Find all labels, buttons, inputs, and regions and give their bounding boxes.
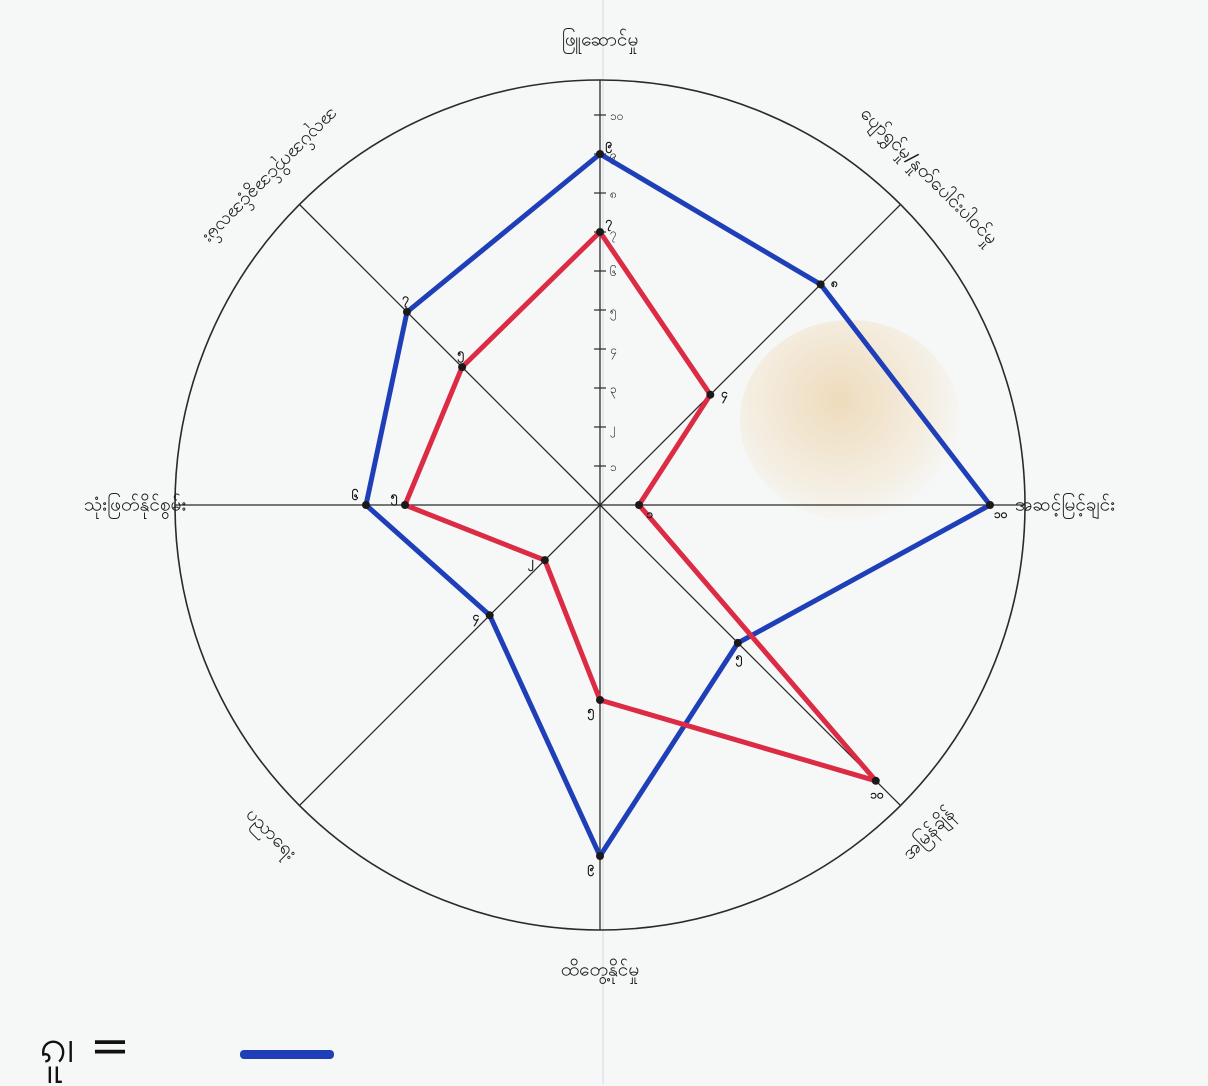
tick-label-3: ၃ bbox=[610, 382, 617, 399]
axis-line-7 bbox=[299, 204, 601, 506]
series-1-point-2 bbox=[986, 501, 994, 509]
series-1-label-0: ၉ bbox=[605, 136, 613, 154]
axis-label-6: သုံးဖြတ်နိုင်စွမ်း bbox=[84, 492, 186, 520]
series-1-point-0 bbox=[596, 150, 604, 158]
tick-label-4: ၄ bbox=[610, 343, 617, 360]
tick-label-7: ၇ bbox=[610, 226, 617, 243]
series-1-label-7: ၇ bbox=[401, 291, 409, 309]
paper-fold bbox=[602, 0, 604, 1084]
series-2-label-2: ၁ bbox=[646, 507, 653, 521]
series-1-point-6 bbox=[362, 501, 370, 509]
legend: ၵူ၊ = bbox=[40, 1010, 360, 1080]
series-2-label-0: ၇ bbox=[605, 214, 613, 232]
series-2-point-4 bbox=[596, 696, 604, 704]
series-2-point-3 bbox=[871, 776, 880, 785]
tick-label-9: ၉ bbox=[610, 148, 617, 165]
series-2-point-6 bbox=[401, 501, 409, 509]
series-1-point-1 bbox=[816, 280, 825, 289]
axis-label-0: ဖြူဆောင်မှု bbox=[562, 27, 639, 55]
series-2-label-5: ၂ bbox=[527, 554, 534, 572]
radar-chart: ၁၂၃၄၅၆၇၈၉၁၀၉၈၁၀၅၉၄၆၇၇၄၁၁၀၅၂၅၅ဖြူဆောင်မှု… bbox=[84, 27, 1115, 985]
series-1-label-3: ၅ bbox=[735, 650, 743, 668]
axis-label-3: အမြန်ချိန် bbox=[896, 801, 962, 867]
axis-label-5: ပညာရေး bbox=[239, 803, 302, 866]
series-1-point-5 bbox=[485, 611, 494, 620]
series-1-point-3 bbox=[733, 638, 742, 647]
axis-line-1 bbox=[599, 204, 901, 506]
axis-line-3 bbox=[599, 504, 901, 806]
tick-label-6: ၆ bbox=[610, 264, 617, 279]
tick-label-5: ၅ bbox=[610, 304, 617, 321]
series-2-point-5 bbox=[540, 556, 549, 565]
series-1-label-1: ၈ bbox=[830, 276, 838, 290]
tick-label-8: ၈ bbox=[610, 187, 617, 201]
series-1-label-5: ၄ bbox=[471, 610, 479, 628]
series-2-point-7 bbox=[458, 363, 467, 372]
axis-label-2: အဆင့်မြင့်ချင်း bbox=[1015, 492, 1115, 520]
series-2-point-1 bbox=[706, 390, 715, 399]
series-1-label-6: ၆ bbox=[351, 487, 359, 503]
series-2-label-4: ၅ bbox=[587, 704, 595, 722]
series-2-label-3: ၁၀ bbox=[870, 788, 884, 802]
axis-label-4: ထိတွေ့နိုင်မှု bbox=[561, 958, 639, 985]
series-1-label-2: ၁၀ bbox=[994, 507, 1008, 521]
series-1-point-4 bbox=[596, 852, 604, 860]
axis-line-5 bbox=[299, 504, 601, 806]
legend-label: ၵူ၊ = bbox=[40, 1018, 131, 1074]
series-1-label-4: ၉ bbox=[587, 860, 595, 878]
tick-label-1: ၁ bbox=[610, 460, 617, 474]
series-2-point-0 bbox=[596, 228, 604, 236]
tick-label-2: ၂ bbox=[610, 421, 616, 438]
series-2-point-2 bbox=[635, 501, 643, 509]
legend-swatch-blue bbox=[240, 1050, 334, 1059]
series-2-label-6: ၅ bbox=[390, 489, 398, 507]
series-2-label-1: ၄ bbox=[720, 386, 728, 404]
series-1-point-7 bbox=[402, 307, 411, 316]
series-2-label-7: ၅ bbox=[457, 346, 465, 364]
tick-label-10: ၁၀ bbox=[610, 109, 624, 123]
